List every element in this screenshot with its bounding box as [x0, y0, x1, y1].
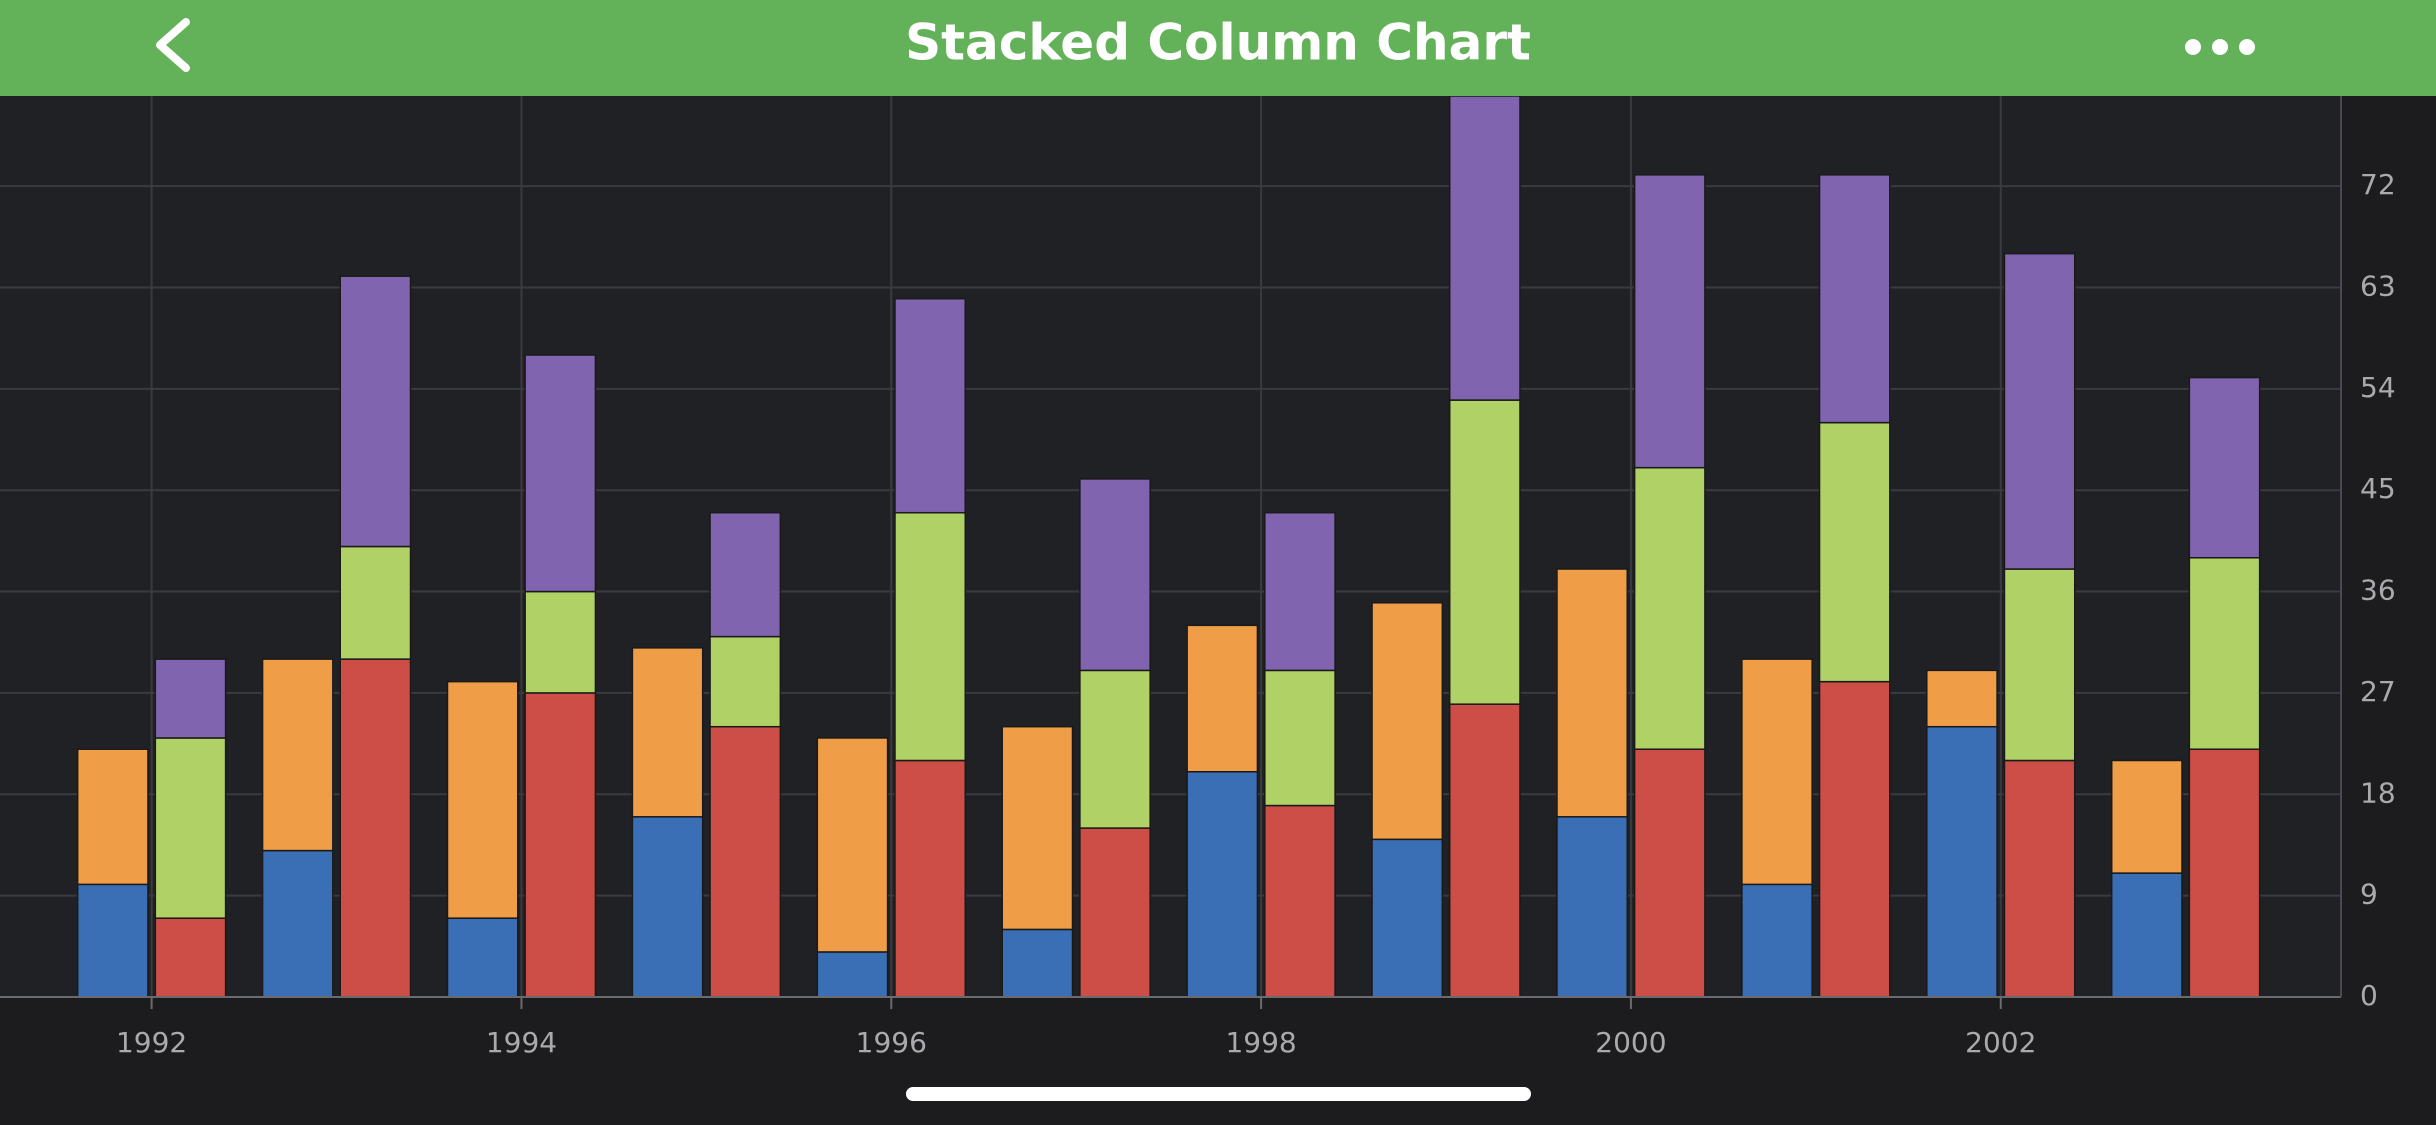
- bar-segment: [1079, 478, 1151, 672]
- bar-segment: [1633, 466, 1706, 750]
- x-tick-label: 2000: [1595, 1026, 1666, 1059]
- bar-segment: [446, 917, 519, 998]
- bar-segment: [1633, 174, 1706, 469]
- back-button[interactable]: [156, 18, 190, 72]
- bar-segment: [2003, 568, 2076, 762]
- bar-segment: [2188, 376, 2261, 559]
- y-tick-label: 63: [2360, 269, 2396, 302]
- bar-segment: [1264, 804, 1336, 998]
- plot: [0, 95, 2341, 998]
- bar-segment: [1371, 838, 1444, 998]
- x-tick-label: 1992: [116, 1026, 187, 1059]
- bar-segment: [1556, 816, 1628, 998]
- bar-segment: [2003, 759, 2076, 998]
- bar-segment: [1371, 602, 1444, 841]
- y-tick-label: 9: [2360, 878, 2378, 911]
- bar-segment: [1926, 725, 1998, 998]
- bar-segment: [2110, 759, 2183, 874]
- dot: [2212, 39, 2228, 55]
- dot: [2239, 39, 2255, 55]
- bar-segment: [1741, 658, 1813, 886]
- bar-segment: [76, 883, 149, 998]
- y-tick-label: 27: [2360, 675, 2396, 708]
- bar-segment: [631, 647, 704, 818]
- bar-segment: [1741, 883, 1813, 998]
- more-button[interactable]: [2185, 39, 2255, 55]
- y-tick-label: 45: [2360, 472, 2396, 505]
- bar-segment: [1264, 669, 1336, 807]
- bar-segment: [709, 725, 782, 998]
- bar-segment: [524, 692, 597, 998]
- x-tick-label: 1994: [486, 1026, 557, 1059]
- bar-segment: [1818, 680, 1891, 998]
- bar-segment: [339, 658, 412, 998]
- bar-segment: [2110, 872, 2183, 998]
- bar-segment: [1448, 95, 1521, 401]
- bar-segment: [1448, 703, 1521, 998]
- home-indicator: [906, 1087, 1531, 1101]
- bar-segment: [1556, 568, 1628, 818]
- bar-segment: [1448, 399, 1521, 705]
- bar-segment: [816, 737, 889, 953]
- bar-segment: [1001, 725, 1074, 931]
- bar-segment: [1926, 669, 1998, 728]
- bar-segment: [154, 737, 227, 919]
- bar-segment: [154, 658, 227, 739]
- bar-segment: [1079, 827, 1151, 998]
- bar-segment: [1818, 421, 1891, 683]
- app-title: Stacked Column Chart: [905, 14, 1531, 72]
- bar-segment: [1633, 748, 1706, 998]
- bar-segment: [1001, 928, 1074, 998]
- bar-segment: [154, 917, 227, 998]
- bar-segment: [339, 275, 412, 548]
- bar-segment: [894, 511, 966, 762]
- bar-segment: [709, 511, 782, 638]
- bar-segment: [76, 748, 149, 886]
- app-bar: [0, 0, 2436, 96]
- bar-segment: [446, 680, 519, 919]
- bar-segment: [2188, 557, 2261, 750]
- bar-segment: [1079, 669, 1151, 829]
- bar-segment: [709, 635, 782, 728]
- x-tick-label: 1998: [1225, 1026, 1296, 1059]
- bar-segment: [894, 759, 966, 998]
- bar-segment: [1264, 511, 1336, 672]
- bar-segment: [631, 816, 704, 998]
- bar-segment: [524, 354, 597, 593]
- y-tick-label: 18: [2360, 776, 2396, 809]
- x-tick-label: 2002: [1965, 1026, 2036, 1059]
- bar-segment: [2003, 252, 2076, 570]
- x-tick-label: 1996: [856, 1026, 927, 1059]
- bar-segment: [1186, 624, 1259, 773]
- y-tick-label: 0: [2360, 979, 2378, 1012]
- bar-segment: [1186, 771, 1259, 998]
- y-tick-label: 72: [2360, 168, 2396, 201]
- bar-segment: [261, 849, 334, 998]
- bar-segment: [816, 951, 889, 998]
- y-tick-label: 54: [2360, 371, 2396, 404]
- bar-segment: [1818, 174, 1891, 424]
- bar-segment: [524, 590, 597, 694]
- bar-segment: [261, 658, 334, 852]
- bar-segment: [894, 297, 966, 514]
- bar-segment: [2188, 748, 2261, 998]
- bar-segment: [339, 545, 412, 660]
- y-tick-label: 36: [2360, 574, 2396, 607]
- dot: [2185, 39, 2201, 55]
